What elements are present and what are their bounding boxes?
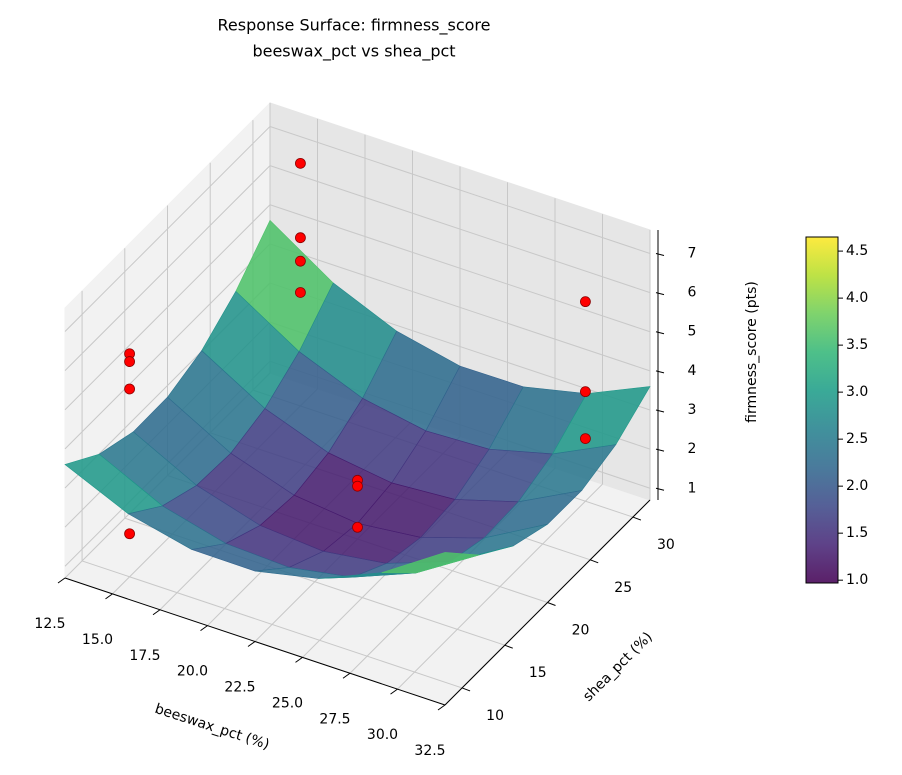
z-tick [655, 448, 665, 452]
x-tick-label: 25.0 [272, 695, 303, 711]
colorbar-tick-label: 3.0 [846, 384, 868, 400]
colorbar-tick-label: 2.0 [846, 478, 868, 494]
z-tick-label: 6 [688, 285, 697, 301]
z-tick [655, 370, 665, 374]
x-tick-label: 12.5 [34, 616, 65, 632]
surface-patch [381, 552, 480, 574]
data-point [295, 157, 306, 169]
data-point [124, 528, 135, 540]
axis-line [64, 577, 446, 706]
grid-line [64, 204, 271, 411]
colorbar-tick-label: 4.0 [846, 290, 868, 306]
chart-title: Response Surface: firmness_score [218, 16, 491, 36]
y-tick [461, 687, 471, 692]
x-tick [105, 593, 113, 600]
data-point [580, 386, 591, 398]
y-axis-label: shea_pct (%) [580, 629, 656, 705]
y-tick-label: 10 [486, 708, 504, 724]
z-tick-label: 7 [688, 245, 697, 261]
z-axis-label: firmness_score (pts) [744, 281, 760, 423]
z-tick [655, 252, 665, 256]
x-tick [295, 656, 303, 663]
x-axis-label: beeswax_pct (%) [153, 701, 272, 753]
data-point [580, 296, 591, 308]
data-point [352, 521, 363, 533]
x-tick [342, 672, 351, 679]
y-tick [504, 644, 513, 649]
y-tick [547, 602, 556, 606]
axis-line [444, 499, 651, 706]
data-point [295, 287, 306, 298]
grid-line [64, 165, 271, 371]
grid-line [269, 126, 651, 254]
x-tick [390, 688, 398, 695]
grid-line [64, 126, 271, 332]
grid-line [269, 204, 651, 333]
colorbar: 1.0 1.5 2.0 2.5 3.0 3.5 4.0 4.5 [805, 236, 868, 588]
y-tick [590, 559, 599, 564]
z-tick-label: 2 [688, 441, 697, 457]
x-tick-label: 20.0 [177, 664, 208, 680]
points [124, 157, 591, 540]
y-tick-label: 20 [572, 623, 590, 639]
z-tick-label: 4 [688, 363, 697, 379]
colorbar-tick-label: 3.5 [846, 337, 868, 353]
colorbar-tick-label: 1.0 [846, 572, 868, 588]
y-tick-label: 15 [529, 665, 547, 681]
z-tick-label: 1 [688, 480, 697, 496]
grid-line [269, 243, 651, 372]
data-point [580, 433, 591, 444]
surface [64, 219, 651, 579]
y-tick-label: 25 [614, 580, 632, 596]
x-tick-label: 27.5 [319, 711, 350, 727]
data-point [295, 255, 306, 267]
x-tick-label: 17.5 [129, 648, 160, 664]
x-tick-label: 22.5 [224, 680, 255, 696]
x-tick [152, 609, 161, 616]
data-point [124, 356, 135, 367]
grid-line [81, 560, 463, 689]
colorbar-tick-label: 4.5 [846, 243, 868, 259]
colorbar-tick-label: 1.5 [846, 525, 868, 541]
data-point [352, 480, 363, 492]
z-tick [655, 487, 665, 491]
z-tick-label: 5 [688, 324, 697, 340]
x-tick [200, 625, 208, 632]
grid-line [64, 243, 271, 450]
x-tick [247, 641, 256, 647]
colorbar-fill [805, 236, 839, 584]
x-tick [57, 577, 66, 584]
x-tick-label: 30.0 [367, 727, 398, 743]
z-tick [655, 292, 665, 296]
z-tick [655, 331, 665, 335]
z-tick [655, 409, 665, 413]
axes: 12.515.017.520.022.525.027.530.032.51015… [34, 230, 697, 759]
data-point [124, 383, 135, 395]
y-tick [632, 516, 642, 521]
colorbar-tick-label: 2.5 [846, 431, 868, 447]
grid-line [269, 165, 651, 294]
x-tick [437, 704, 446, 711]
x-tick-label: 15.0 [82, 632, 113, 648]
data-point [295, 232, 306, 244]
y-tick-label: 30 [657, 537, 675, 553]
chart-subtitle: beeswax_pct vs shea_pct [252, 42, 455, 62]
z-tick-label: 3 [688, 402, 697, 418]
x-tick-label: 32.5 [414, 743, 445, 759]
